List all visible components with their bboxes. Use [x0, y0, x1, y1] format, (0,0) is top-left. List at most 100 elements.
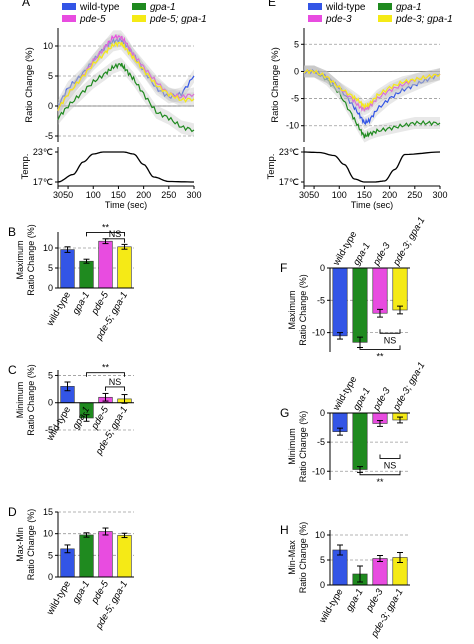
bar-pdeA: [372, 267, 388, 314]
category-label: pde-3; gpa-1: [391, 215, 428, 268]
bar-pdeA: [98, 531, 113, 578]
y-tick-label: 0: [48, 101, 53, 111]
bar-pdeB: [392, 267, 408, 311]
y-axis-label: Ratio Change (%): [24, 47, 35, 123]
series-line-pdeB: [57, 41, 195, 111]
y-tick-label: 10: [315, 530, 325, 540]
category-label: pde-3: [371, 240, 394, 268]
significance-label: NS: [384, 335, 397, 345]
temp-tick-label: 17℃: [33, 177, 53, 187]
legend-swatch-gpa1: [132, 3, 146, 10]
legend-entry: gpa-1: [396, 2, 422, 13]
bar-gpa1: [79, 260, 94, 289]
category-label: pde-3; gpa-1: [391, 360, 428, 413]
y-tick-label: 0: [294, 66, 299, 76]
significance-bracket: [359, 470, 401, 476]
significance-bracket: [359, 345, 401, 350]
y-tick-label: -10: [312, 466, 325, 476]
y-tick-label: 5: [48, 263, 53, 273]
category-label: gpa-1: [70, 290, 92, 317]
y-axis-label: Minimum: [287, 428, 297, 465]
series-line-gpa1: [57, 62, 195, 133]
significance-label: **: [102, 363, 110, 373]
category-label: gpa-1: [70, 579, 92, 606]
x-axis-label: Time (sec): [351, 200, 393, 210]
temp-tick-label: 17℃: [279, 177, 299, 187]
y-tick-label: 0: [48, 283, 53, 293]
y-tick-label: -5: [291, 94, 299, 104]
legend-swatch-wt: [62, 3, 76, 10]
sem-band-pdeA: [304, 65, 440, 116]
legend-swatch-pdeA: [308, 15, 322, 22]
significance-label: **: [102, 222, 110, 232]
significance-label: **: [376, 477, 384, 487]
temperature-trace: [57, 151, 194, 183]
y-axis-label: Minimum: [15, 382, 25, 419]
significance-label: NS: [109, 377, 122, 387]
y-tick-label: -5: [45, 425, 53, 435]
bar-pdeB: [117, 535, 132, 578]
sem-band-wt: [58, 33, 194, 113]
bar-pdeA: [372, 558, 388, 586]
bar-pdeB: [117, 246, 132, 289]
sem-band-gpa1: [58, 57, 194, 137]
y-tick-label: -5: [317, 295, 325, 305]
legend-entry: pde-3: [325, 14, 352, 25]
panel-label: H: [280, 523, 289, 537]
y-tick-label: 0: [48, 398, 53, 408]
y-axis-label: Ratio Change (%): [298, 411, 308, 483]
panel-label: C: [8, 363, 17, 377]
y-axis-label: Ratio Change (%): [298, 522, 308, 594]
bar-wt: [332, 267, 348, 337]
x-tick-label: 50: [309, 190, 319, 200]
significance-label: NS: [384, 460, 397, 470]
legend-entry: gpa-1: [150, 2, 176, 13]
y-tick-label: 5: [320, 555, 325, 565]
panel-label: E: [268, 0, 276, 9]
y-tick-label: 15: [43, 507, 53, 517]
significance-bracket: [105, 238, 125, 243]
significance-bracket: [379, 329, 401, 334]
legend-entry: wild-type: [325, 2, 366, 13]
panel-label: A: [22, 0, 30, 9]
y-tick-label: 5: [48, 71, 53, 81]
category-label: wild-type: [44, 290, 73, 329]
x-tick-label: 250: [407, 190, 422, 200]
x-tick-label: 300: [432, 190, 447, 200]
y-tick-label: 0: [320, 580, 325, 590]
y-tick-label: 10: [43, 529, 53, 539]
y-tick-label: 10: [43, 243, 53, 253]
x-tick-label: 150: [357, 190, 372, 200]
legend-swatch-pdeA: [62, 15, 76, 22]
legend-entry: wild-type: [79, 2, 120, 13]
significance-bracket: [86, 372, 125, 377]
legend-entry: pde-5: [79, 14, 106, 25]
y-axis-label: Ratio Change (%): [26, 364, 36, 436]
legend-swatch-gpa1: [378, 3, 392, 10]
category-label: wild-type: [44, 579, 73, 618]
x-tick-label: 250: [161, 190, 176, 200]
y-axis-label: Ratio Change (%): [26, 224, 36, 296]
y-tick-label: -10: [286, 121, 299, 131]
significance-label: NS: [109, 229, 122, 239]
x-tick-label: 50: [63, 190, 73, 200]
x-tick-label: 200: [136, 190, 151, 200]
x-tick-label: 30: [53, 190, 63, 200]
temp-tick-label: 23℃: [279, 147, 299, 157]
y-axis-label: Ratio Change (%): [298, 274, 308, 346]
bar-gpa1: [352, 412, 368, 470]
series-line-gpa1: [303, 69, 441, 139]
panel-label: F: [280, 261, 287, 275]
x-tick-label: 150: [111, 190, 126, 200]
bar-pdeA: [98, 240, 113, 289]
series-line-pdeB: [303, 69, 441, 109]
legend-entry: pde-5; gpa-1: [149, 14, 207, 25]
x-tick-label: 100: [332, 190, 347, 200]
panel-label: G: [280, 406, 289, 420]
legend-entry: pde-3; gpa-1: [395, 14, 453, 25]
